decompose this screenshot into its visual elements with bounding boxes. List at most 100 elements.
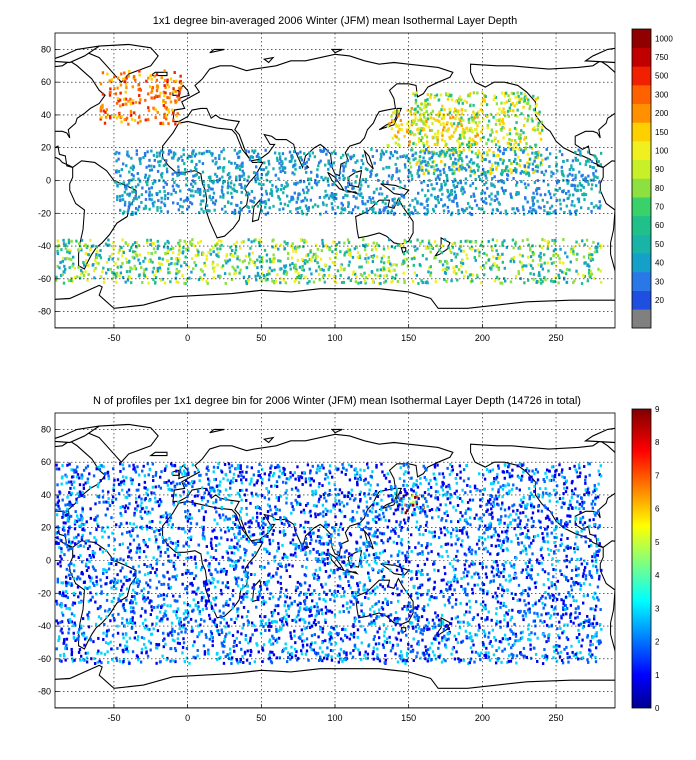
bin-cell [510, 91, 513, 95]
bin-cell [122, 77, 125, 81]
bin-cell [418, 168, 421, 172]
bin-cell [547, 269, 550, 273]
bin-cell [301, 545, 304, 549]
bin-cell [159, 278, 163, 282]
bin-cell [153, 96, 156, 100]
bin-cell [565, 565, 568, 569]
bin-cell [398, 523, 401, 527]
bin-cell [480, 159, 484, 163]
bin-cell [454, 117, 457, 121]
bin-cell [247, 539, 250, 543]
bin-cell [556, 254, 560, 258]
bin-cell [355, 174, 359, 178]
bin-cell [564, 191, 568, 195]
bin-cell [484, 197, 487, 201]
bin-cell [255, 154, 259, 158]
bin-cell [228, 272, 231, 276]
bin-cell [443, 164, 447, 168]
bin-cell [528, 107, 531, 111]
bin-cell [71, 468, 75, 472]
bin-cell [231, 265, 234, 269]
bin-cell [327, 167, 330, 171]
bin-cell [93, 551, 97, 555]
bin-cell [452, 180, 455, 184]
bin-cell [387, 494, 390, 498]
bin-cell [403, 605, 406, 608]
bin-cell [322, 178, 325, 182]
bin-cell [531, 119, 534, 123]
bin-cell [163, 281, 167, 285]
bin-cell [283, 247, 287, 251]
bin-cell [197, 253, 200, 257]
bin-cell [95, 245, 99, 249]
bin-cell [230, 161, 233, 165]
bin-cell [408, 203, 412, 207]
bin-cell [377, 636, 381, 640]
bin-cell [584, 535, 587, 539]
bin-cell [467, 117, 471, 121]
bin-cell [108, 504, 112, 508]
bin-cell [292, 197, 295, 201]
bin-cell [218, 165, 222, 169]
bin-cell [380, 149, 384, 153]
bin-cell [129, 606, 133, 610]
bin-cell [599, 269, 603, 273]
bin-cell [494, 143, 498, 147]
bin-cell [461, 531, 464, 535]
bin-cell [345, 250, 349, 254]
bin-cell [483, 157, 486, 161]
bin-cell [343, 241, 346, 245]
bin-cell [566, 158, 569, 162]
bin-cell [592, 205, 596, 209]
bin-cell [474, 249, 477, 253]
bin-cell [522, 170, 526, 174]
bin-cell [533, 128, 536, 132]
bin-cell [88, 553, 91, 557]
bin-cell [556, 181, 559, 185]
bin-cell [483, 182, 486, 186]
bin-cell [165, 594, 169, 598]
bin-cell [553, 583, 556, 587]
bin-cell [441, 480, 444, 484]
bin-cell [415, 577, 419, 581]
bin-cell [82, 263, 86, 267]
bin-cell [403, 279, 406, 283]
bin-cell [142, 259, 145, 263]
bin-cell [220, 188, 224, 192]
bin-cell [465, 155, 468, 159]
bin-cell [119, 483, 122, 487]
bin-cell [62, 281, 66, 285]
bin-cell [198, 151, 201, 155]
bin-cell [429, 93, 433, 97]
bin-cell [508, 146, 511, 150]
bin-cell [562, 174, 565, 178]
bin-cell [547, 190, 551, 194]
bin-cell [352, 186, 355, 190]
bin-cell [171, 177, 175, 181]
bin-cell [590, 574, 593, 578]
bin-cell [166, 96, 169, 100]
bin-cell [393, 202, 397, 206]
bin-cell [363, 245, 367, 249]
bin-cell [278, 161, 281, 165]
bin-cell [366, 199, 369, 203]
bin-cell [413, 256, 416, 260]
bin-cell [532, 524, 535, 528]
bin-cell [58, 266, 61, 270]
bin-cell [553, 475, 556, 479]
bin-cell [474, 552, 477, 556]
bin-cell [350, 211, 354, 215]
bin-cell [418, 552, 422, 555]
bin-cell [162, 597, 166, 601]
bin-cell [383, 197, 387, 201]
bin-cell [282, 278, 285, 282]
bin-cell [56, 252, 60, 256]
bin-cell [110, 80, 113, 84]
bin-cell [180, 264, 183, 268]
bin-cell [592, 240, 595, 244]
bin-cell [373, 161, 376, 165]
bin-cell [280, 183, 283, 187]
bin-cell [491, 247, 494, 251]
bin-cell [539, 251, 542, 255]
bin-cell [177, 168, 180, 172]
